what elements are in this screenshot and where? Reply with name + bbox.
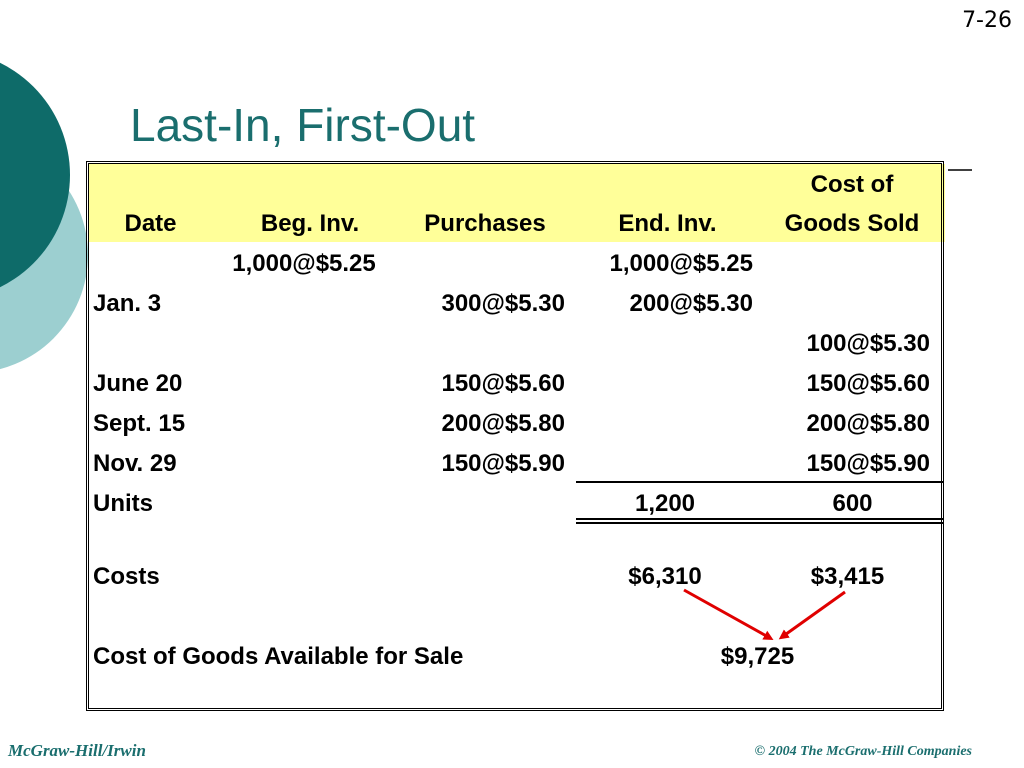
inventory-table	[86, 161, 944, 711]
available-label: Cost of Goods Available for Sale	[93, 643, 464, 670]
row-date: June 20	[93, 370, 183, 397]
row-end-inv: 1,000@$5.25	[609, 250, 753, 277]
light-circle	[0, 140, 88, 370]
table-header-band	[88, 164, 945, 242]
row-purchases: 200@$5.80	[441, 410, 565, 437]
costs-label: Costs	[93, 563, 160, 590]
dark-circle	[0, 62, 70, 288]
subtotal-rule	[576, 481, 944, 483]
header-purchases: Purchases	[424, 210, 546, 237]
units-end-inv: 1,200	[634, 490, 696, 517]
row-cogs: 150@$5.90	[806, 450, 930, 477]
header-cogs-line1: Cost of	[810, 171, 894, 198]
units-cogs: 600	[832, 490, 873, 517]
row-purchases: 300@$5.30	[441, 290, 565, 317]
footer-copyright: © 2004 The McGraw-Hill Companies	[754, 744, 972, 759]
costs-end-inv: $6,310	[628, 563, 702, 590]
row-purchases: 150@$5.90	[441, 450, 565, 477]
slide-number: 7-26	[962, 8, 1012, 33]
total-rule-1	[576, 518, 944, 520]
available-value: $9,725	[720, 643, 795, 670]
row-beg-inv: 1,000@$5.25	[232, 250, 376, 277]
row-date: Nov. 29	[93, 450, 177, 477]
total-rule-2	[576, 522, 944, 524]
row-cogs: 200@$5.80	[806, 410, 930, 437]
row-cogs: 100@$5.30	[806, 330, 930, 357]
row-end-inv: 200@$5.30	[629, 290, 753, 317]
header-date: Date	[124, 210, 177, 237]
header-beg-inv: Beg. Inv.	[260, 210, 360, 237]
header-end-inv: End. Inv.	[618, 210, 717, 237]
header-cogs-line2: Goods Sold	[784, 210, 920, 237]
row-cogs: 150@$5.60	[806, 370, 930, 397]
units-label: Units	[93, 490, 153, 517]
slide-title: Last-In, First-Out	[130, 99, 476, 151]
footer-publisher: McGraw-Hill/Irwin	[8, 741, 146, 760]
costs-cogs: $3,415	[810, 563, 885, 590]
row-purchases: 150@$5.60	[441, 370, 565, 397]
row-date: Jan. 3	[93, 290, 162, 317]
row-date: Sept. 15	[93, 410, 186, 437]
